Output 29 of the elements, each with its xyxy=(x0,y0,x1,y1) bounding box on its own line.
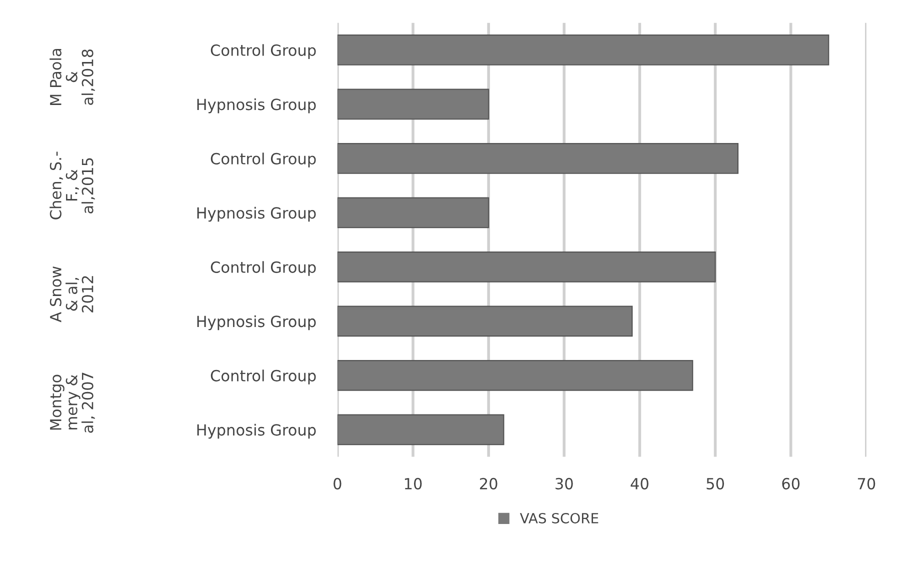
x-tick-label: 20 xyxy=(480,478,498,490)
x-tick-label: 40 xyxy=(630,478,648,490)
y-tick-label: Hypnosis Group xyxy=(197,206,316,222)
bar xyxy=(337,34,830,66)
y-tick-label: Control Group xyxy=(210,44,316,59)
bar xyxy=(337,142,738,174)
x-tick-label: 60 xyxy=(782,478,800,490)
x-tick-label: 30 xyxy=(556,478,573,490)
bar xyxy=(337,197,490,228)
bar xyxy=(337,88,490,120)
bar xyxy=(337,306,633,337)
y-tick-label: Control Group xyxy=(210,152,316,168)
y-tick-label: Hypnosis Group xyxy=(197,315,316,330)
y-tick-label: Hypnosis Group xyxy=(197,98,316,114)
bar xyxy=(337,414,504,446)
y-tick-label: Control Group xyxy=(210,261,316,276)
text: M Paola & al,2018 xyxy=(50,49,95,106)
x-tick-label: 0 xyxy=(334,478,342,490)
y-tick-label: Hypnosis Group xyxy=(197,424,316,439)
bar xyxy=(337,360,694,391)
x-tick-label: 70 xyxy=(858,478,876,490)
text: Chen, S.- F., & al,2015 xyxy=(50,152,95,220)
legend-label: VAS SCORE xyxy=(520,512,598,524)
text: Montgo mery & al, 2007 xyxy=(50,372,95,433)
x-tick-label: 10 xyxy=(404,478,422,490)
x-tick-label: 50 xyxy=(706,478,724,490)
bar xyxy=(337,251,716,282)
y-tick-label: Control Group xyxy=(210,370,316,384)
text: A Snow & al, 2012 xyxy=(50,266,94,322)
